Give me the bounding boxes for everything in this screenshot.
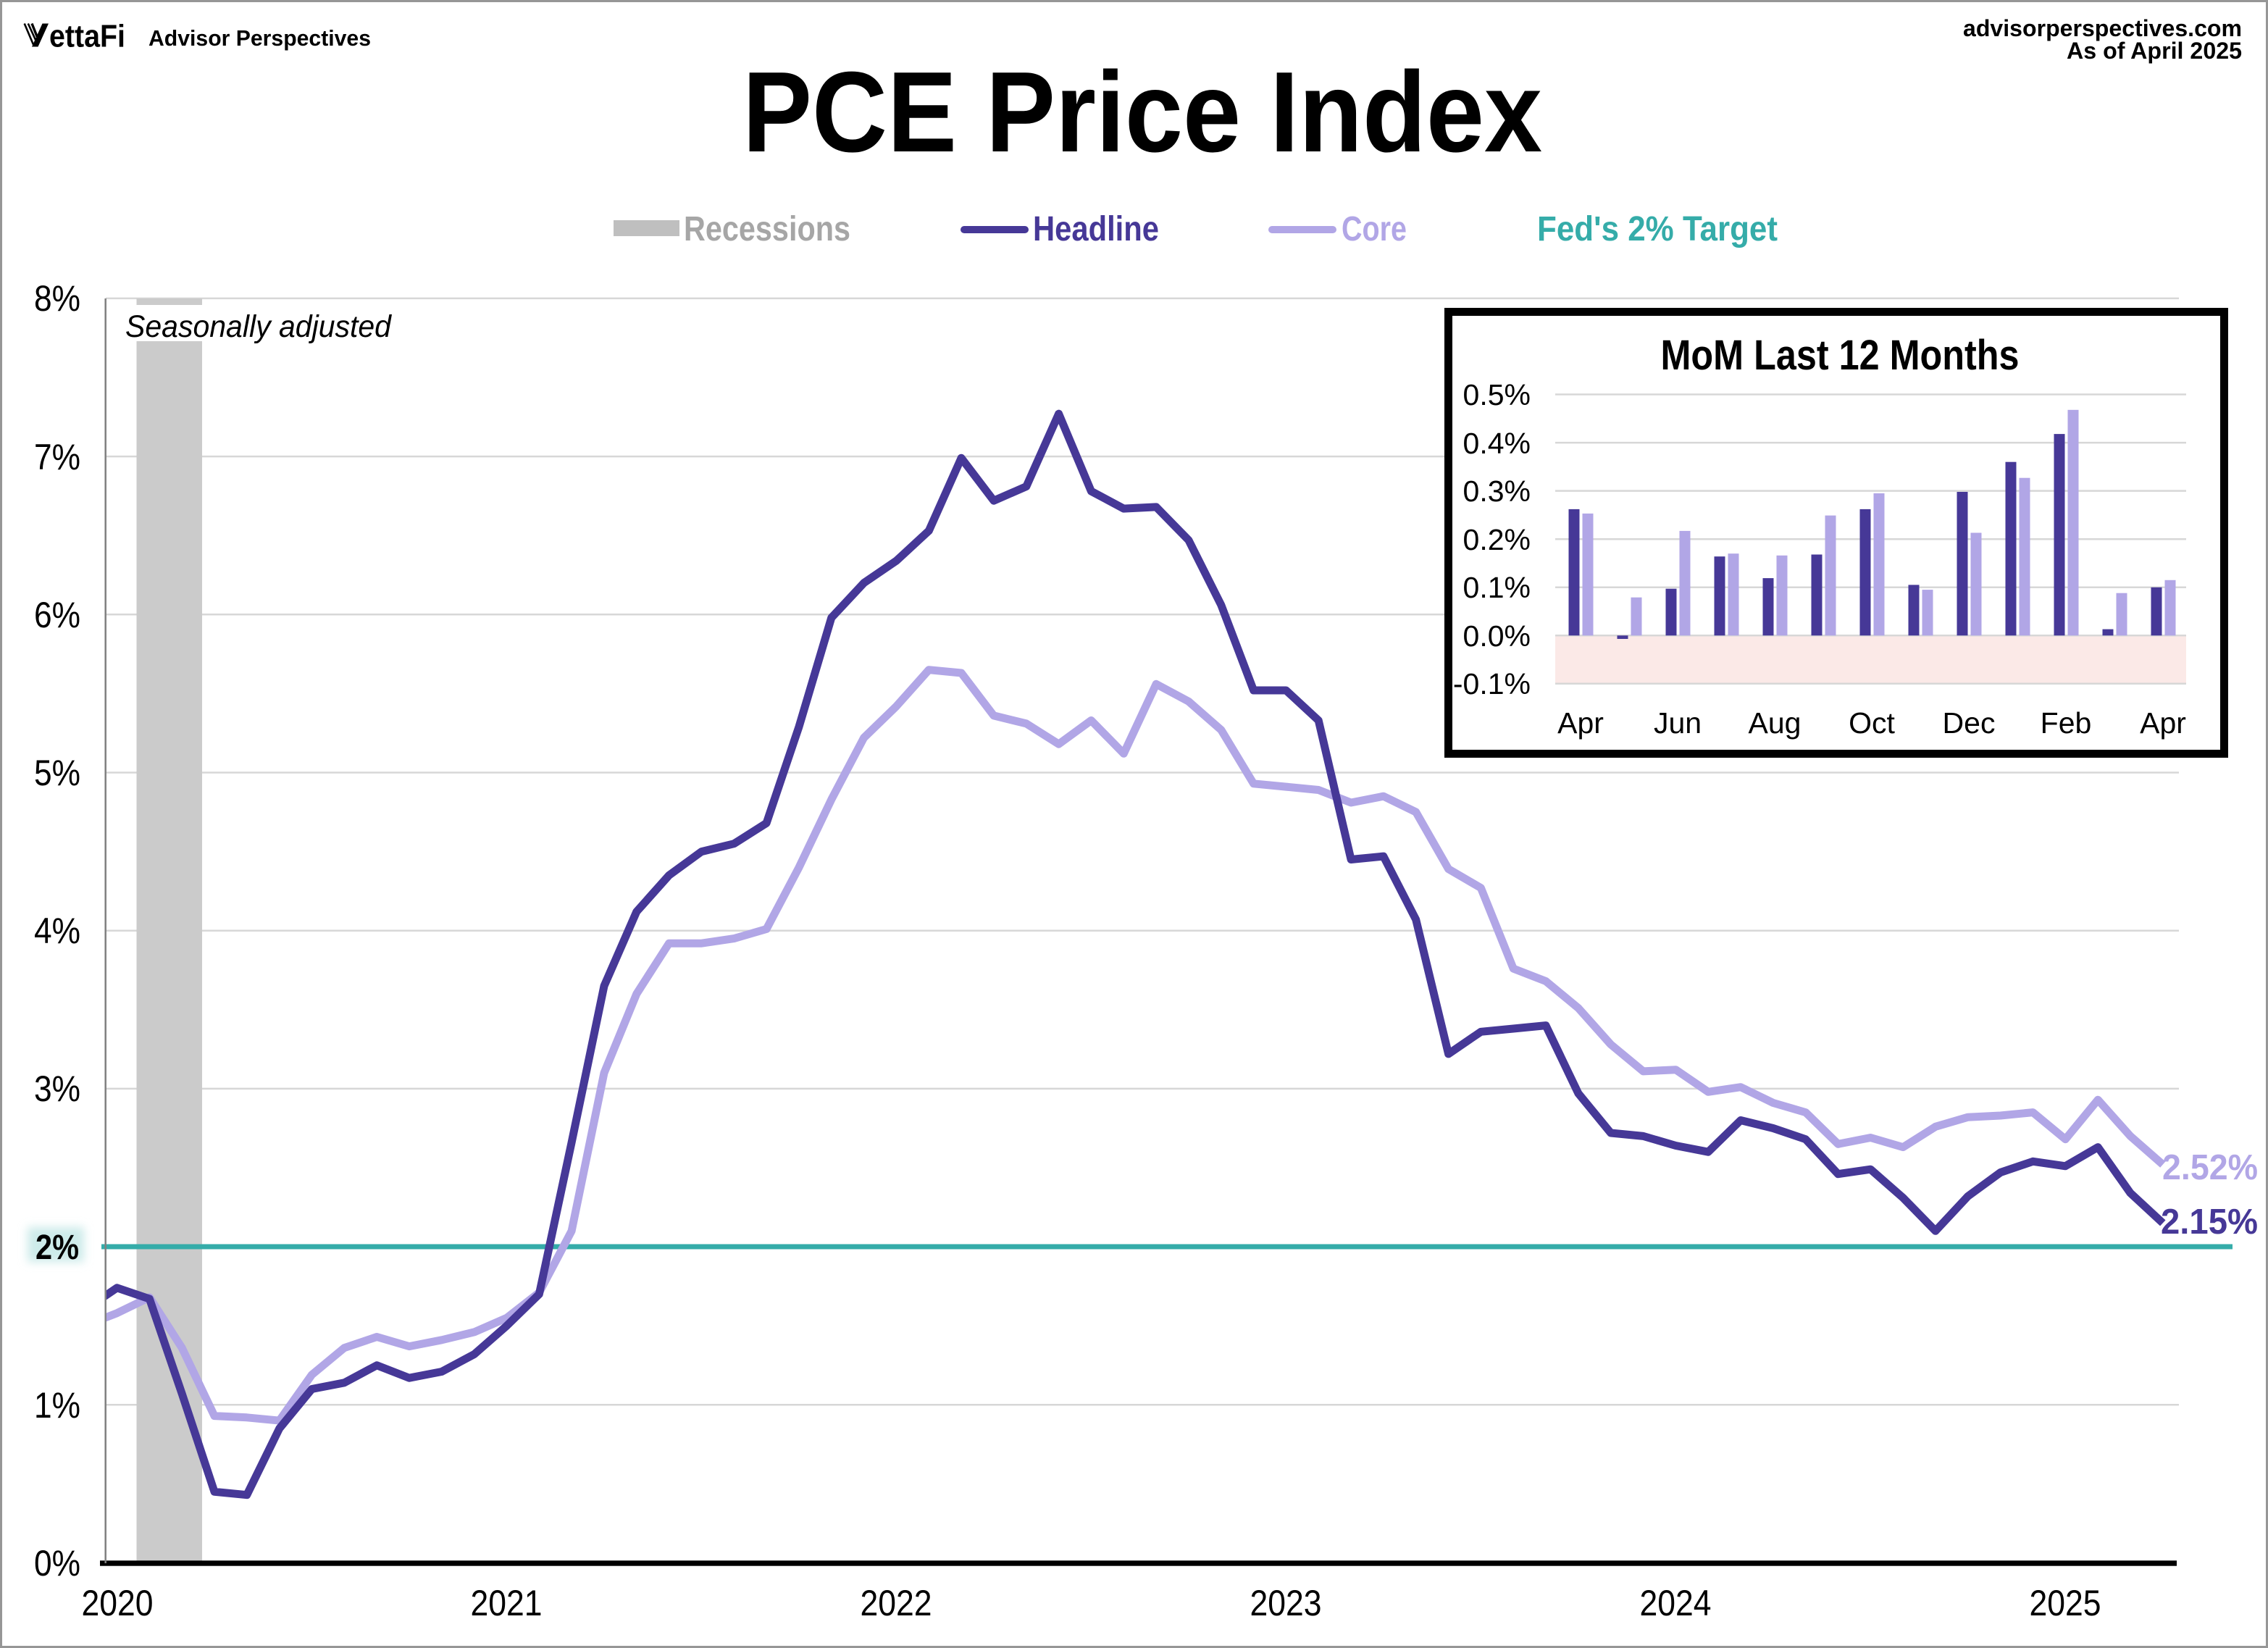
svg-text:0.3%: 0.3% <box>1463 474 1531 508</box>
svg-text:Dec: Dec <box>1943 706 1996 740</box>
svg-text:2.52%: 2.52% <box>2162 1148 2258 1187</box>
svg-text:2024: 2024 <box>1640 1583 1712 1623</box>
svg-text:As of April 2025: As of April 2025 <box>2067 38 2242 64</box>
svg-text:2020: 2020 <box>82 1583 154 1623</box>
svg-text:2.15%: 2.15% <box>2161 1202 2258 1242</box>
svg-text:Recessions: Recessions <box>684 210 850 248</box>
svg-text:0.0%: 0.0% <box>1463 619 1531 653</box>
svg-text:Feb: Feb <box>2041 706 2092 740</box>
svg-text:MoM Last 12 Months: MoM Last 12 Months <box>1661 332 2020 379</box>
svg-text:4%: 4% <box>34 911 80 951</box>
svg-text:0.1%: 0.1% <box>1463 571 1531 604</box>
svg-text:1%: 1% <box>34 1385 80 1426</box>
svg-text:2023: 2023 <box>1250 1583 1322 1623</box>
svg-text:7%: 7% <box>34 437 80 477</box>
svg-text:0.5%: 0.5% <box>1463 378 1531 411</box>
svg-text:0.4%: 0.4% <box>1463 427 1531 460</box>
svg-text:ettaFi: ettaFi <box>49 19 125 54</box>
svg-text:8%: 8% <box>34 278 80 319</box>
svg-text:Apr: Apr <box>2140 706 2186 740</box>
svg-text:0%: 0% <box>34 1543 80 1584</box>
svg-text:2021: 2021 <box>471 1583 543 1623</box>
svg-text:Jun: Jun <box>1654 706 1702 740</box>
svg-text:2022: 2022 <box>861 1583 932 1623</box>
svg-text:advisorperspectives.com: advisorperspectives.com <box>1963 15 2242 41</box>
svg-text:PCE Price Index: PCE Price Index <box>742 49 1542 176</box>
svg-text:Core: Core <box>1342 210 1407 248</box>
svg-text:0.2%: 0.2% <box>1463 523 1531 556</box>
svg-text:2025: 2025 <box>2030 1583 2101 1623</box>
svg-text:6%: 6% <box>34 595 80 635</box>
svg-text:Fed's 2% Target: Fed's 2% Target <box>1537 210 1778 248</box>
svg-text:Seasonally adjusted: Seasonally adjusted <box>125 309 393 344</box>
svg-text:5%: 5% <box>34 753 80 793</box>
svg-text:Apr: Apr <box>1557 706 1604 740</box>
svg-text:Aug: Aug <box>1749 706 1802 740</box>
svg-text:3%: 3% <box>34 1068 80 1109</box>
svg-text:Advisor Perspectives: Advisor Perspectives <box>148 25 371 51</box>
svg-text:Oct: Oct <box>1849 706 1895 740</box>
svg-text:Headline: Headline <box>1033 210 1159 248</box>
svg-text:-0.1%: -0.1% <box>1453 667 1531 700</box>
svg-text:2%: 2% <box>35 1229 79 1267</box>
